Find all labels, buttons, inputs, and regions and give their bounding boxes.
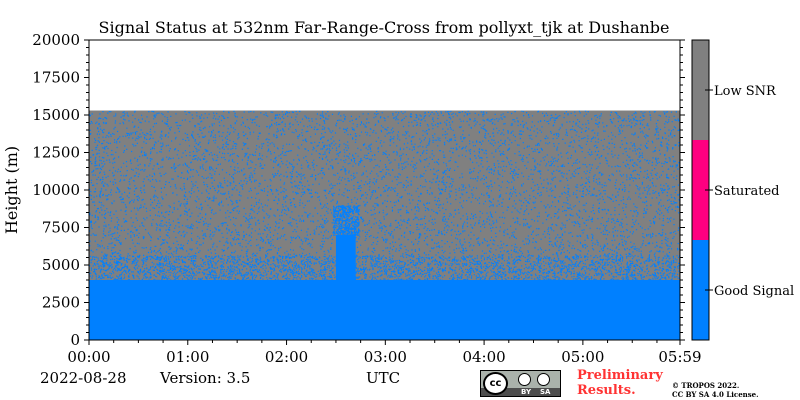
good-signal-speckle — [89, 110, 680, 282]
good-signal-region — [89, 280, 680, 340]
x-axis: 00:00 01:00 02:00 03:00 04:00 05:00 05:59 — [67, 340, 702, 366]
plume-speckle — [333, 205, 360, 237]
y-axis-label: Height (m) — [2, 146, 21, 234]
colorbar-label: Saturated — [714, 184, 779, 199]
colorbar-segment — [692, 240, 709, 340]
copyright-line-1: © TROPOS 2022. — [672, 381, 740, 390]
y-axis: 0 2500 5000 7500 10000 12500 15000 17500 20000 — [32, 31, 685, 349]
chart-title: Signal Status at 532nm Far-Range-Cross f… — [99, 18, 670, 37]
colorbar-label: Good Signal — [714, 284, 794, 299]
cc-license-badge: cc BY SA — [480, 370, 561, 397]
version-label: Version: 3.5 — [160, 369, 251, 387]
by-label: BY — [521, 388, 532, 396]
by-icon — [518, 373, 531, 386]
x-tick-label: 02:00 — [265, 348, 308, 366]
y-tick-label: 2500 — [42, 294, 80, 312]
x-tick-label: 01:00 — [166, 348, 209, 366]
y-tick-label: 12500 — [32, 144, 80, 162]
preliminary-note: Preliminary Results. — [577, 368, 663, 398]
x-tick-label: 00:00 — [67, 348, 110, 366]
y-tick-label: 17500 — [32, 69, 80, 87]
x-tick-label: 04:00 — [462, 348, 505, 366]
x-tick-label: 05:00 — [561, 348, 604, 366]
preliminary-line-2: Results. — [577, 383, 636, 398]
plot-area — [88, 39, 681, 341]
sa-icon — [537, 373, 550, 386]
x-tick-label: 03:00 — [364, 348, 407, 366]
y-tick-label: 0 — [70, 331, 80, 349]
colorbar-segment — [692, 40, 709, 140]
date-label: 2022-08-28 — [40, 369, 127, 387]
utc-label: UTC — [366, 369, 401, 387]
y-tick-label: 7500 — [42, 219, 80, 237]
plume-region — [335, 235, 356, 340]
colorbar-label: Low SNR — [714, 84, 777, 99]
copyright-note: © TROPOS 2022. CC BY SA 4.0 License. — [672, 381, 759, 399]
colorbar-segment — [692, 140, 709, 240]
x-tick-label: 05:59 — [658, 348, 701, 366]
copyright-line-2: CC BY SA 4.0 License. — [672, 390, 759, 399]
y-tick-label: 10000 — [32, 181, 80, 199]
sa-label: SA — [540, 388, 551, 396]
y-tick-label: 5000 — [42, 256, 80, 274]
preliminary-line-1: Preliminary — [577, 368, 663, 383]
cc-icon: cc — [483, 372, 508, 395]
y-tick-label: 20000 — [32, 31, 80, 49]
y-tick-label: 15000 — [32, 106, 80, 124]
colorbar: Good Signal Saturated Low SNR — [691, 39, 794, 341]
